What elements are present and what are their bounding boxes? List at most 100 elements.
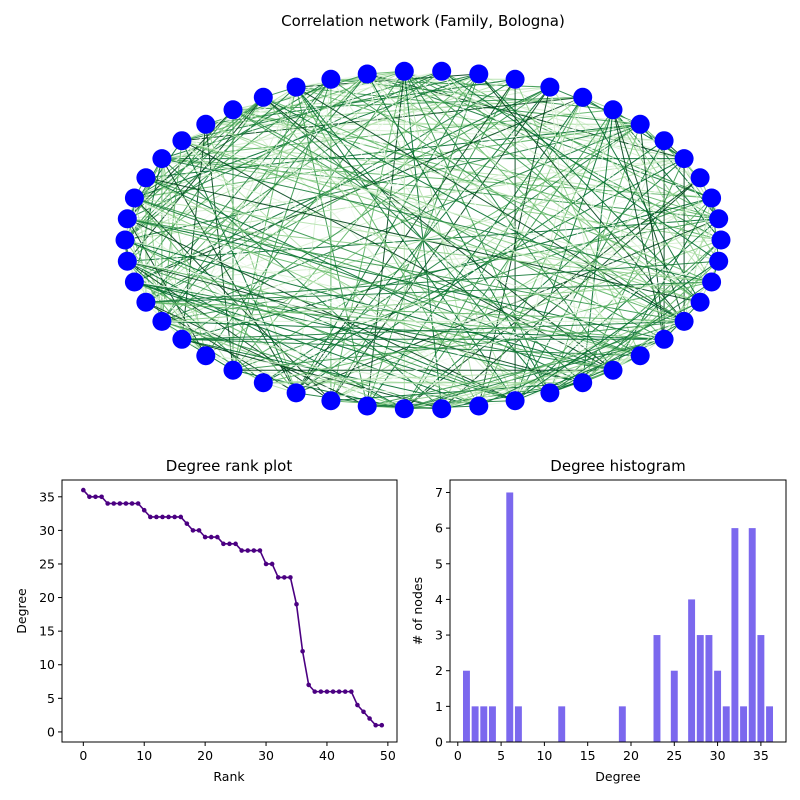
network-edge-274: [127, 218, 685, 322]
rank-point-18: [190, 528, 196, 533]
network-node-45: [654, 329, 674, 349]
network-edge-4: [161, 158, 722, 241]
rank-xtick-label: 0: [79, 748, 87, 763]
rank-point-7: [123, 501, 129, 506]
network-edge-275: [127, 218, 712, 283]
network-edge-104: [145, 96, 583, 303]
hist-bar-12: [558, 706, 566, 742]
rank-point-10: [141, 507, 147, 513]
network-edge-122: [549, 86, 712, 283]
rank-point-45: [355, 702, 360, 708]
network-node-20: [172, 131, 192, 151]
network-edges: [124, 70, 722, 410]
network-node-46: [674, 311, 694, 331]
network-edge-136: [232, 73, 480, 371]
network-node-19: [196, 114, 216, 134]
network-edge-172: [161, 73, 368, 322]
network-edge-158: [330, 71, 405, 401]
network-edge-52: [127, 158, 685, 220]
network-edge-147: [441, 71, 614, 371]
network-edge-314: [161, 320, 665, 340]
network-edge-316: [161, 281, 712, 322]
network-edge-198: [295, 86, 368, 407]
network-edge-110: [582, 97, 701, 303]
network-edge-279: [124, 239, 480, 407]
network-edge-332: [263, 369, 614, 384]
hist-xtick-label: 10: [536, 748, 552, 763]
hist-ytick-label: 0: [435, 735, 443, 750]
network-node-48: [702, 272, 722, 292]
hist-ylabel: # of nodes: [410, 577, 425, 645]
rank-point-6: [117, 501, 123, 506]
network-edge-139: [478, 73, 685, 322]
network-node-38: [432, 399, 452, 419]
rank-point-28: [251, 548, 257, 553]
network-edge-364: [582, 260, 720, 384]
network-edge-272: [127, 218, 641, 357]
network-edge-99: [612, 109, 720, 262]
rank-xtick-label: 40: [319, 748, 335, 763]
network-edge-36: [683, 197, 713, 322]
rank-point-1: [87, 494, 92, 500]
rank-ytick-label: 5: [47, 691, 55, 706]
rank-point-39: [318, 689, 324, 694]
network-edge-288: [127, 260, 332, 402]
network-edge-140: [478, 73, 701, 303]
rank-xtick-label: 30: [258, 748, 274, 763]
network-edge-335: [330, 400, 442, 410]
rank-point-16: [178, 514, 184, 520]
network-edge-178: [366, 73, 614, 371]
rank-point-32: [275, 575, 281, 580]
network-edge-336: [330, 382, 583, 402]
network-edge-134: [124, 73, 480, 241]
network-node-40: [505, 391, 525, 411]
rank-point-4: [105, 501, 110, 506]
rank-title: Degree rank plot: [166, 457, 293, 475]
network-node-37: [394, 399, 414, 419]
network-edge-169: [126, 73, 368, 262]
network-edge-247: [161, 158, 712, 283]
rank-point-29: [257, 548, 263, 553]
hist-xtick-label: 30: [710, 748, 726, 763]
network-node-6: [630, 114, 650, 134]
network-node-22: [136, 168, 156, 188]
hist-bar-6: [506, 492, 514, 742]
network-edge-77: [124, 123, 641, 241]
rank-point-41: [330, 689, 336, 694]
network-edge-353: [478, 301, 701, 407]
network-node-42: [573, 373, 593, 393]
rank-ytick-label: 30: [39, 523, 55, 538]
network-node-32: [223, 360, 243, 380]
network-plot: Correlation network (Family, Bologna): [115, 12, 731, 419]
rank-point-35: [294, 601, 299, 607]
network-edge-324: [205, 355, 550, 394]
network-edge-281: [124, 239, 614, 371]
rank-axes-frame: [61, 479, 398, 743]
hist-ytick-label: 3: [435, 628, 443, 643]
network-node-49: [709, 251, 729, 271]
rank-point-17: [184, 521, 190, 526]
hist-bar-30: [714, 670, 722, 742]
rank-point-43: [342, 689, 348, 694]
network-edge-289: [127, 260, 405, 410]
network-edge-318: [181, 338, 264, 384]
hist-bar-23: [653, 635, 661, 742]
hist-xlabel: Degree: [595, 769, 641, 784]
rank-point-36: [300, 649, 305, 654]
network-title: Correlation network (Family, Bologna): [281, 12, 565, 30]
rank-xtick-label: 20: [197, 748, 213, 763]
hist-ytick-label: 7: [435, 485, 443, 500]
network-edge-301: [134, 281, 614, 371]
network-edge-319: [181, 338, 442, 410]
rank-point-2: [93, 494, 98, 500]
network-edge-145: [134, 70, 442, 283]
network-edge-347: [404, 320, 685, 410]
rank-point-11: [148, 514, 153, 520]
network-node-1: [709, 209, 729, 229]
rank-point-26: [239, 548, 244, 553]
hist-bar-35: [757, 635, 765, 742]
network-edge-201: [295, 86, 516, 401]
network-edge-282: [124, 239, 641, 357]
network-node-4: [674, 149, 694, 169]
network-node-13: [394, 61, 414, 81]
